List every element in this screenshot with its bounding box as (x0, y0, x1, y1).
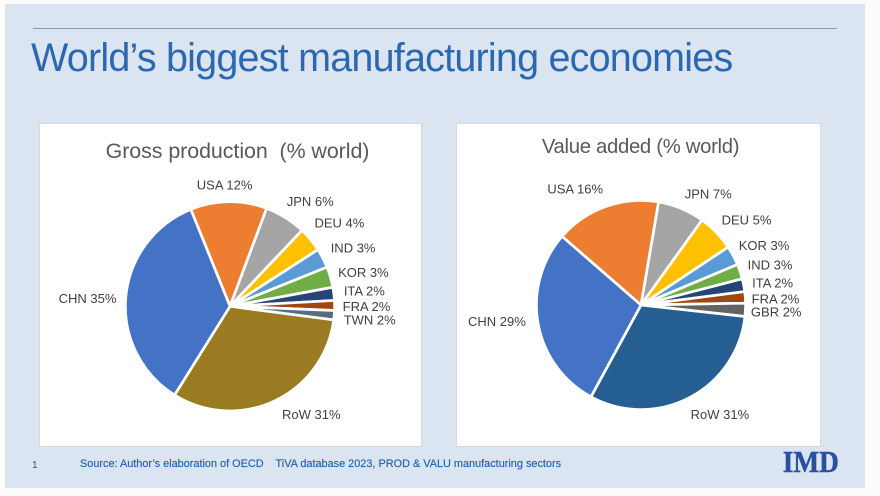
svg-text:FRA 2%: FRA 2% (752, 292, 800, 307)
svg-text:TWN 2%: TWN 2% (344, 313, 396, 328)
svg-text:IND 3%: IND 3% (748, 257, 793, 272)
svg-text:JPN 6%: JPN 6% (287, 194, 334, 209)
svg-text:JPN 7%: JPN 7% (685, 187, 732, 202)
svg-text:RoW 31%: RoW 31% (691, 407, 750, 422)
svg-text:DEU 5%: DEU 5% (722, 212, 772, 227)
svg-text:KOR 3%: KOR 3% (739, 238, 790, 253)
svg-text:DEU 4%: DEU 4% (314, 216, 364, 231)
svg-text:ITA 2%: ITA 2% (344, 284, 385, 299)
svg-text:CHN 35%: CHN 35% (59, 291, 117, 306)
svg-text:RoW 31%: RoW 31% (282, 407, 341, 422)
svg-text:USA 16%: USA 16% (547, 182, 603, 197)
svg-text:FRA 2%: FRA 2% (343, 299, 391, 314)
svg-text:KOR 3%: KOR 3% (338, 265, 389, 280)
svg-text:IND 3%: IND 3% (331, 241, 376, 256)
svg-text:USA 12%: USA 12% (197, 178, 253, 193)
svg-text:ITA 2%: ITA 2% (752, 275, 793, 290)
svg-text:GBR 2%: GBR 2% (751, 305, 802, 320)
svg-text:CHN 29%: CHN 29% (468, 314, 526, 329)
